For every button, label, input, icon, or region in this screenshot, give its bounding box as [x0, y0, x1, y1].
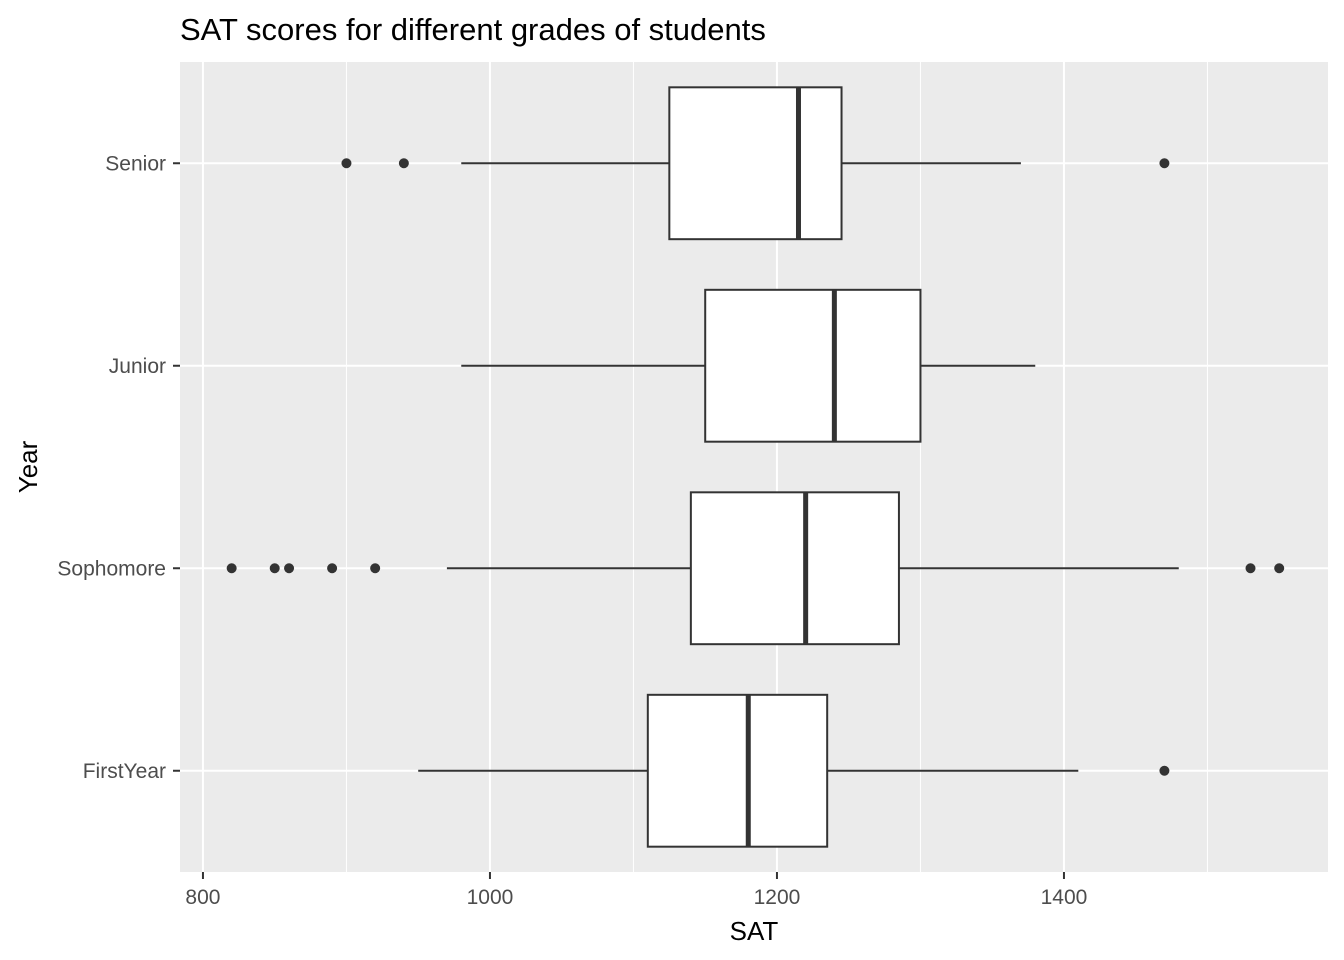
boxplots — [226, 86, 1285, 848]
y-tick-label: Sophomore — [57, 557, 166, 580]
outlier-point — [1274, 563, 1285, 574]
grid-minor — [345, 62, 1208, 872]
chart-title: SAT scores for different grades of stude… — [180, 12, 766, 47]
iqr-box — [689, 491, 900, 646]
x-tick-label: 800 — [185, 886, 220, 909]
outlier-point — [341, 158, 352, 169]
iqr-box — [668, 86, 843, 241]
outlier-point — [1159, 765, 1170, 776]
boxplot-sophomore — [226, 491, 1285, 646]
y-tick-label: Junior — [109, 355, 166, 378]
iqr-box — [704, 288, 922, 443]
outlier-point — [1245, 563, 1256, 574]
outlier-point — [1159, 158, 1170, 169]
outlier-point — [398, 158, 409, 169]
x-tick-label: 1200 — [754, 886, 801, 909]
outlier-point — [327, 563, 338, 574]
x-tick-label: 1000 — [467, 886, 514, 909]
outlier-point — [284, 563, 295, 574]
y-axis: FirstYear Sophomore Junior Senior — [57, 152, 180, 783]
y-tick-label: Senior — [105, 152, 166, 175]
boxplot-junior — [461, 288, 1036, 443]
x-axis-title: SAT — [730, 916, 779, 946]
outlier-point — [370, 563, 381, 574]
outlier-point — [226, 563, 237, 574]
x-axis: 800 1000 1200 1400 — [185, 872, 1087, 909]
iqr-box — [646, 693, 829, 848]
y-tick-label: FirstYear — [83, 760, 166, 783]
y-axis-title: Year — [13, 440, 43, 493]
boxplot-firstyear — [418, 693, 1170, 848]
outlier-point — [269, 563, 280, 574]
boxplot-senior — [341, 86, 1170, 241]
x-tick-label: 1400 — [1041, 886, 1088, 909]
